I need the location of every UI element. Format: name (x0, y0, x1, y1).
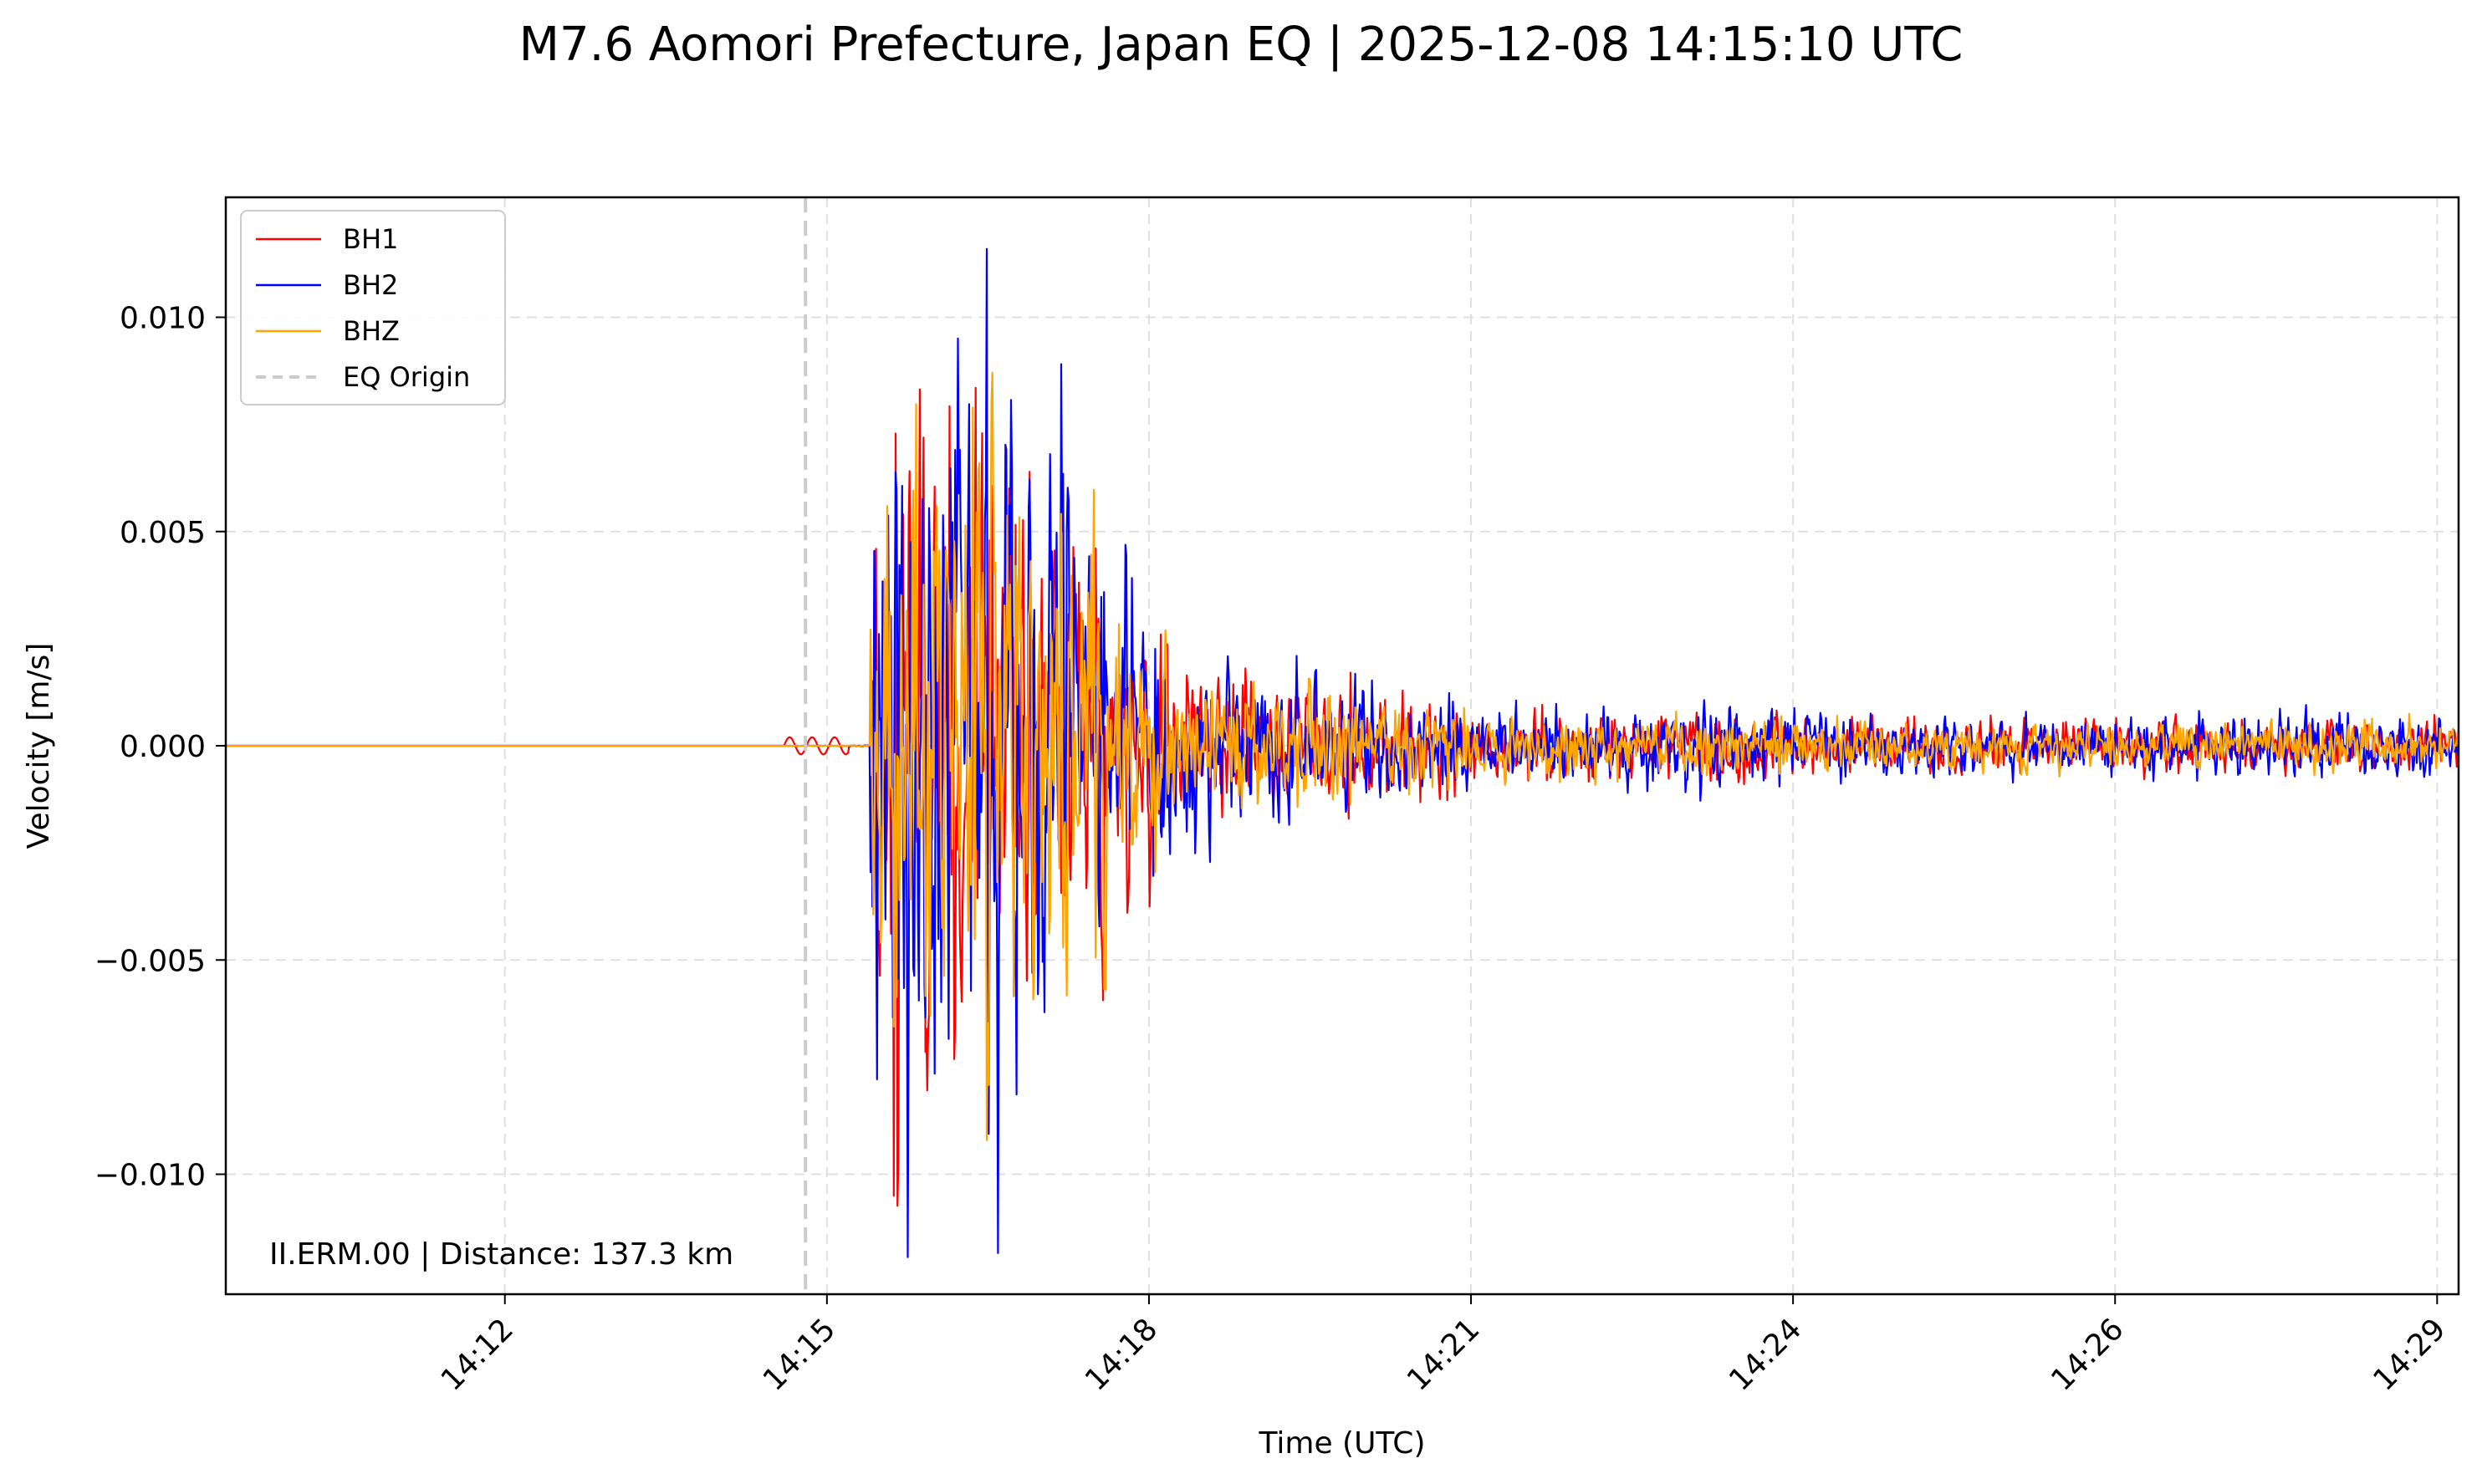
y-axis-label: Velocity [m/s] (22, 643, 56, 849)
x-axis: 14:12 14:15 14:18 14:21 14:24 14:26 14:29 (435, 1294, 2453, 1398)
station-annotation: II.ERM.00 | Distance: 137.3 km (269, 1237, 733, 1272)
x-tick-label: 14:15 (757, 1312, 842, 1397)
x-tick-label: 14:21 (1401, 1312, 1486, 1397)
waveform-series (226, 247, 2460, 1258)
x-tick-label: 14:18 (1079, 1312, 1164, 1397)
x-axis-label: Time (UTC) (1258, 1426, 1425, 1461)
series-line-bh1 (226, 386, 2460, 1207)
x-tick-label: 14:24 (1723, 1312, 1808, 1397)
legend-label: EQ Origin (343, 361, 470, 393)
chart-title: M7.6 Aomori Prefecture, Japan EQ | 2025-… (519, 18, 1964, 72)
legend-label: BH2 (343, 269, 398, 301)
legend-label: BHZ (343, 315, 400, 347)
y-tick-label: −0.010 (94, 1159, 206, 1193)
y-tick-label: 0.000 (120, 730, 206, 764)
y-tick-label: 0.005 (120, 516, 206, 550)
series-line-bhz (226, 371, 2460, 1141)
y-tick-label: −0.005 (94, 944, 206, 978)
x-tick-label: 14:29 (2367, 1312, 2452, 1397)
y-axis: −0.010 −0.005 0.000 0.005 0.010 (94, 302, 226, 1193)
x-tick-label: 14:26 (2045, 1312, 2130, 1397)
legend-label: BH1 (343, 223, 398, 255)
y-tick-label: 0.010 (120, 302, 206, 336)
legend: BH1 BH2 BHZ EQ Origin (240, 210, 506, 405)
x-tick-label: 14:12 (435, 1312, 520, 1397)
